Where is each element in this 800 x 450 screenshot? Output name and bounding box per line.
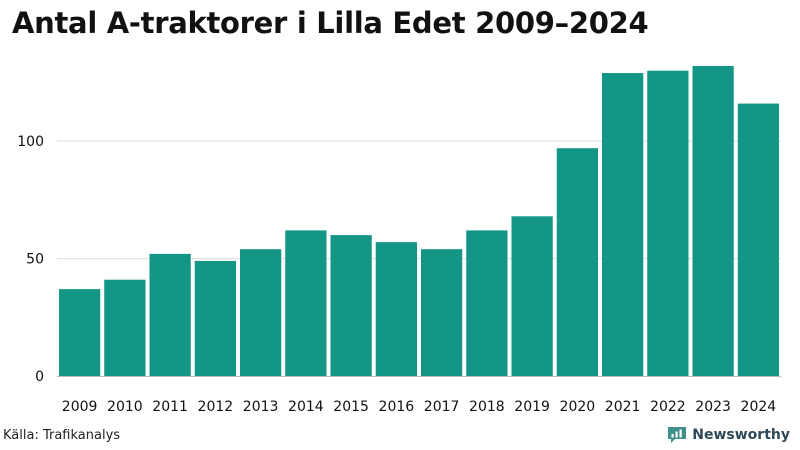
bar-2011 <box>149 253 191 376</box>
x-tick-label-2024: 2024 <box>741 399 777 415</box>
x-tick-label-2020: 2020 <box>560 399 596 415</box>
bar-chart: 0 50 100 2009 2010 2011 2012 2013 2014 2015 2016 20… <box>17 66 781 415</box>
x-tick-label-2021: 2021 <box>605 399 641 415</box>
bars <box>59 66 779 377</box>
x-tick-label-2019: 2019 <box>514 399 550 415</box>
x-tick-label-2022: 2022 <box>650 399 686 415</box>
bar-2009 <box>59 289 101 376</box>
axes: 0 50 100 2009 2010 2011 2012 2013 2014 2015 2016 20… <box>17 134 781 415</box>
source-note: Källa: Trafikanalys <box>3 428 121 443</box>
x-tick-label-2012: 2012 <box>198 399 234 415</box>
bar-2013 <box>240 249 282 376</box>
x-tick-label-2018: 2018 <box>469 399 505 415</box>
bar-2015 <box>330 235 372 376</box>
bar-2021 <box>602 73 644 376</box>
bar-2016 <box>375 242 417 376</box>
x-tick-label-2017: 2017 <box>424 399 460 415</box>
bar-2019 <box>511 216 553 376</box>
bar-2010 <box>104 279 146 376</box>
brand-logo[interactable]: Newsworthy <box>667 426 790 444</box>
x-tick-label-2013: 2013 <box>243 399 279 415</box>
x-tick-label-2016: 2016 <box>379 399 415 415</box>
x-tick-label-2015: 2015 <box>333 399 369 415</box>
bar-2012 <box>194 260 236 376</box>
bar-2022 <box>647 70 689 377</box>
y-tick-label-0: 0 <box>35 369 44 385</box>
bar-2014 <box>285 230 327 376</box>
x-tick-label-2023: 2023 <box>695 399 731 415</box>
y-tick-label-50: 50 <box>26 252 44 268</box>
x-tick-label-2014: 2014 <box>288 399 324 415</box>
x-tick-label-2010: 2010 <box>107 399 143 415</box>
x-tick-label-2011: 2011 <box>152 399 188 415</box>
chart-title: Antal A-traktorer i Lilla Edet 2009–2024 <box>12 6 649 40</box>
bar-2017 <box>421 249 463 376</box>
bar-2018 <box>466 230 508 376</box>
brand-name: Newsworthy <box>692 427 790 443</box>
bar-2023 <box>692 66 734 376</box>
bar-2020 <box>556 148 598 376</box>
bar-2024 <box>737 103 779 377</box>
y-tick-label-100: 100 <box>17 134 44 150</box>
x-tick-label-2009: 2009 <box>62 399 98 415</box>
newsworthy-logo-icon <box>668 427 687 443</box>
